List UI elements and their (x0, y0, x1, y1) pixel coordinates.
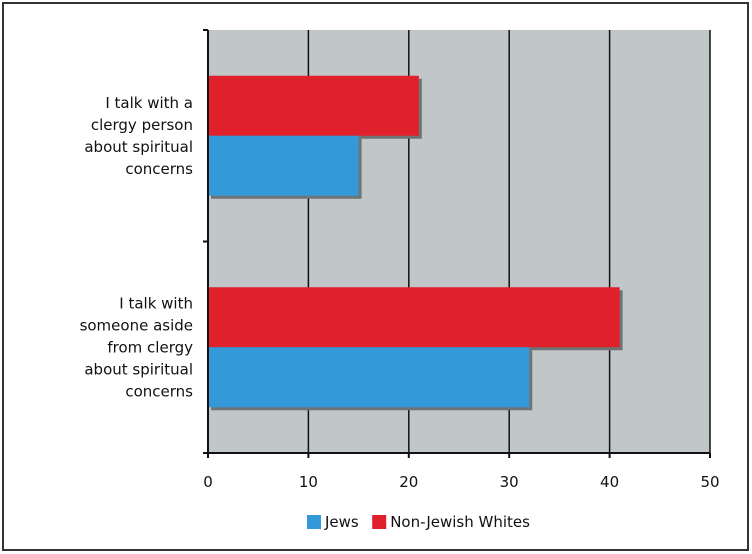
x-tick-label: 20 (399, 473, 418, 491)
bar-jews (208, 347, 530, 408)
bar-jews (208, 135, 359, 196)
x-tick-label: 50 (700, 473, 719, 491)
category-label-line: someone aside (80, 316, 193, 334)
bars (208, 75, 623, 411)
category-label-line: from clergy (107, 338, 193, 356)
x-tick-label: 40 (600, 473, 619, 491)
legend: Jews Non-Jewish Whites (307, 513, 530, 531)
x-tick-label: 30 (500, 473, 519, 491)
x-tick-labels: 0 10 20 30 40 50 (203, 473, 719, 491)
category-label-line: concerns (125, 160, 193, 178)
x-tick-label: 10 (299, 473, 318, 491)
category-labels: I talk with a clergy person about spiritua… (80, 94, 194, 401)
legend-swatch (307, 515, 321, 529)
bar-non-jewish-whites (208, 287, 620, 348)
category-label-line: clergy person (91, 116, 193, 134)
bar-non-jewish-whites (208, 75, 419, 136)
axis (203, 29, 711, 458)
category-label: I talk with someone aside from clergy about… (80, 294, 194, 400)
category-label: I talk with a clergy person about spiritua… (84, 94, 193, 178)
category-label-line: concerns (125, 382, 193, 400)
legend-label: Jews (324, 513, 359, 531)
legend-swatch (372, 515, 387, 529)
x-tick-label: 0 (203, 473, 213, 491)
category-label-line: I talk with (119, 294, 193, 312)
category-label-line: about spiritual (84, 138, 193, 156)
category-label-line: about spiritual (84, 360, 193, 378)
legend-label: Non-Jewish Whites (390, 513, 530, 531)
category-label-line: I talk with a (105, 94, 193, 112)
